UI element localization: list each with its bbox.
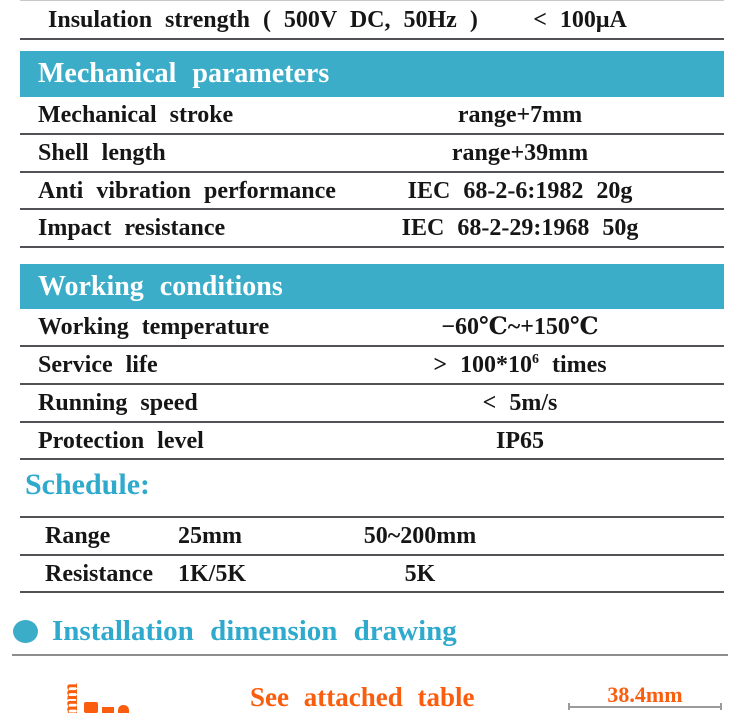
spec-value: < 100μA (533, 7, 627, 33)
row-header: Resistance (45, 560, 153, 587)
spec-value: > 100*106 times (300, 347, 740, 383)
spec-label: Mechanical stroke (38, 102, 234, 128)
vertical-dimension-label: mm (58, 684, 82, 713)
table-row-range: Range 25mm 50~200mm (20, 518, 724, 556)
cell: 50~200mm (363, 523, 477, 550)
cell: 25mm (178, 523, 242, 550)
spec-value: range+7mm (457, 102, 583, 128)
spec-row-working-temperature: Working temperature −60℃~+150℃ (20, 309, 724, 347)
value-exponent: 6 (532, 351, 539, 367)
clipped-glyph-fragment (102, 707, 114, 713)
table-row-resistance: Resistance 1K/5K 5K (20, 556, 724, 594)
spec-row-running-speed: Running speed < 5m/s (20, 385, 724, 423)
spec-content: Insulation strength ( 500V DC, 50Hz ) < … (12, 0, 728, 657)
dimension-tick (720, 703, 722, 710)
spec-value: range+39mm (451, 139, 589, 166)
spec-value: IP65 (496, 427, 544, 454)
section-header-mechanical-parameters: Mechanical parameters (20, 51, 724, 97)
value-main: > 100*10 (433, 351, 533, 378)
drawing-note: See attached table (250, 682, 475, 712)
dimension-tick (568, 703, 570, 710)
section-divider (12, 654, 728, 657)
clipped-glyph-fragment (118, 705, 129, 713)
horizontal-dimension-label: 38.4mm (607, 682, 683, 707)
spec-label: Anti vibration performance (38, 177, 336, 204)
dimension-line (568, 706, 722, 708)
clipped-glyph-fragment (84, 702, 98, 713)
bullet-icon (13, 619, 38, 643)
value-suffix: times (538, 351, 607, 378)
cell: 5K (404, 560, 436, 587)
spec-row-anti-vibration: Anti vibration performance IEC 68-2-6:19… (20, 173, 724, 211)
section-title: Mechanical parameters (38, 58, 330, 89)
installation-heading-label: Installation dimension drawing (52, 615, 457, 648)
spec-label: Impact resistance (38, 215, 226, 242)
spec-row-shell-length: Shell length range+39mm (20, 135, 724, 173)
schedule-heading: Schedule: (25, 468, 151, 502)
spec-row-service-life: Service life > 100*106 times (20, 347, 724, 385)
spec-value: IEC 68-2-29:1968 50g (401, 215, 639, 242)
installation-heading: Installation dimension drawing (13, 615, 724, 647)
spec-value: < 5m/s (482, 389, 558, 416)
spec-label: Insulation strength ( 500V DC, 50Hz ) (48, 7, 478, 33)
spec-row-insulation-strength: Insulation strength ( 500V DC, 50Hz ) < … (20, 0, 724, 40)
section-title: Working conditions (38, 271, 283, 303)
spec-label: Running speed (38, 389, 198, 416)
cell: 1K/5K (178, 560, 247, 587)
spec-label: Working temperature (38, 314, 270, 341)
spec-row-mechanical-stroke: Mechanical stroke range+7mm (20, 97, 724, 135)
schedule-table: Range 25mm 50~200mm Resistance 1K/5K 5K (20, 516, 724, 594)
section-header-working-conditions: Working conditions (20, 264, 724, 310)
spec-row-impact-resistance: Impact resistance IEC 68-2-29:1968 50g (20, 210, 724, 249)
spec-value: IEC 68-2-6:1982 20g (407, 177, 633, 204)
spec-row-protection-level: Protection level IP65 (20, 423, 724, 461)
row-header: Range (45, 523, 111, 550)
spec-label: Service life (38, 351, 158, 378)
spec-value: −60℃~+150℃ (441, 314, 599, 341)
spec-label: Shell length (38, 139, 166, 166)
spec-label: Protection level (38, 427, 204, 454)
